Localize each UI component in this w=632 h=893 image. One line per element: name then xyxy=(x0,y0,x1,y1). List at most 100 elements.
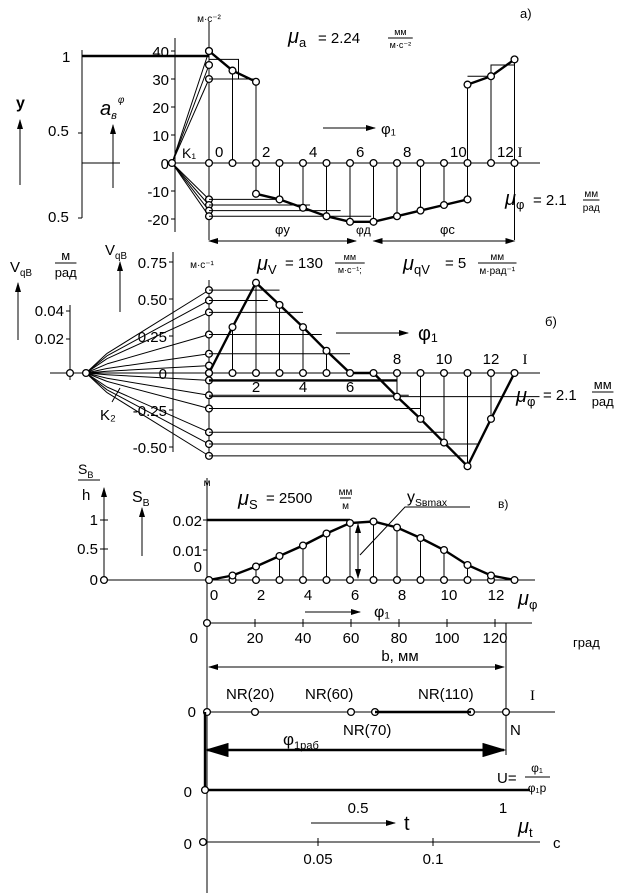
ray-k1 xyxy=(171,50,210,164)
mu-phi-symbol-sub: φ xyxy=(527,394,535,409)
axis-point xyxy=(369,158,378,168)
axis-point xyxy=(345,158,355,168)
axis-point xyxy=(275,575,284,585)
curve-point xyxy=(510,55,519,64)
unit-label: м·с⁻¹ xyxy=(190,260,214,271)
mu-phi-symbol-sub: φ xyxy=(529,597,537,612)
axis-point xyxy=(298,575,308,585)
left-axis-label: у xyxy=(16,95,25,112)
time-tick-label: 0.05 xyxy=(303,851,332,868)
mu-t-symbol-main: μ xyxy=(517,816,529,838)
axis-point xyxy=(204,368,214,378)
panel-tag: б) xyxy=(545,314,557,329)
ray-k2 xyxy=(85,358,108,374)
y-tick-label: 0 xyxy=(161,156,169,173)
mu-phi-symbol: μφ xyxy=(504,188,524,212)
axis-point xyxy=(510,575,519,585)
axis-point xyxy=(439,575,449,585)
nr-point-label: NR(60) xyxy=(305,686,353,703)
curve-point xyxy=(392,212,402,221)
panel-tag: а) xyxy=(520,6,532,21)
mu-phi-symbol-main: μ xyxy=(515,385,527,407)
mu-v-unit-denominator: м·с⁻¹; xyxy=(338,265,362,275)
unit-label: м xyxy=(204,478,211,489)
curve-point xyxy=(251,562,261,571)
left-tick-label: 0.5 xyxy=(48,123,69,140)
u-origin-point xyxy=(200,785,210,795)
vqb-label-right: VqB xyxy=(105,242,127,262)
u-denominator: φ₁р xyxy=(528,781,547,795)
axis-point xyxy=(510,158,519,168)
n-label: N xyxy=(510,722,521,739)
mu-phi-unit-denominator: рад xyxy=(592,394,614,409)
ray-point xyxy=(204,60,214,70)
x-label: 0 xyxy=(210,587,218,604)
axis-point xyxy=(416,158,425,168)
accel-label-sup: φ xyxy=(118,95,125,106)
curve-point xyxy=(463,560,472,570)
x-label: 6 xyxy=(346,379,354,396)
axis-point xyxy=(463,368,472,378)
sb-label: SB xyxy=(132,489,150,509)
x-label: 12 xyxy=(483,351,500,368)
h-origin-point xyxy=(99,575,109,585)
displacement-curve xyxy=(208,520,515,582)
mu-a-unit-numerator: мм xyxy=(394,27,406,37)
axis-point xyxy=(369,575,378,585)
curve-point xyxy=(463,462,472,471)
axis-point xyxy=(392,575,402,585)
degree-zero-label: 0 xyxy=(190,630,198,647)
axis-point xyxy=(510,368,519,378)
y-tick-label: 20 xyxy=(152,100,169,117)
y-tick-label: 0.01 xyxy=(173,543,202,560)
b-label: b, мм xyxy=(381,648,418,665)
left-tick-label: 0.5 xyxy=(48,209,69,226)
curve-point xyxy=(275,195,284,204)
ray-k2-ext xyxy=(106,377,210,396)
curve-point xyxy=(369,517,378,526)
y-tick-label: -10 xyxy=(147,184,169,201)
phi-arrow-label: φ₁ xyxy=(374,604,390,621)
x-label: 10 xyxy=(441,587,458,604)
phi-arrow-label: φ₁ xyxy=(418,323,438,345)
x-label: 6 xyxy=(356,144,364,161)
ray-k1 xyxy=(171,162,210,211)
time-origin-point xyxy=(198,837,208,847)
degree-tick-label: 40 xyxy=(295,630,312,647)
phi-work-label: φ1раб xyxy=(283,730,319,752)
mu-phi-symbol-main: μ xyxy=(517,588,529,610)
curve-point xyxy=(251,77,261,86)
curve-point xyxy=(275,300,284,309)
y-tick-label: 0.02 xyxy=(173,513,202,530)
accel-label: aвφ xyxy=(100,95,125,122)
x-label: 10 xyxy=(450,144,467,161)
curve-point xyxy=(439,438,449,447)
nr-point-label: NR(70) xyxy=(343,722,391,739)
nr-point xyxy=(346,707,356,717)
axis-point xyxy=(416,368,425,378)
mu-a-unit-denominator: м·с⁻² xyxy=(390,40,411,50)
ray-k2-ext xyxy=(106,380,210,410)
y-tick-label: -20 xyxy=(147,212,169,229)
k2-leader xyxy=(111,387,121,403)
vqb-label-right-main: V xyxy=(105,242,115,259)
curve-point xyxy=(275,551,284,561)
mu-a-symbol: μa xyxy=(287,26,307,50)
ray-k1 xyxy=(171,78,210,164)
phase-label-phi-d: φд xyxy=(356,223,371,237)
x-label-end: I xyxy=(518,145,523,161)
accel-curve-lower xyxy=(255,192,468,224)
accel-label-sub: в xyxy=(111,110,117,122)
t-label: t xyxy=(404,813,410,835)
axis-point xyxy=(486,158,496,168)
vqb-unit-numerator: м xyxy=(61,248,70,263)
mu-phi-unit-denominator: рад xyxy=(583,203,600,214)
curve-point xyxy=(322,346,331,355)
ray-k1 xyxy=(171,64,210,164)
mu-phi-unit-numerator: мм xyxy=(594,377,612,392)
mu-v-unit-numerator: мм xyxy=(344,252,356,262)
